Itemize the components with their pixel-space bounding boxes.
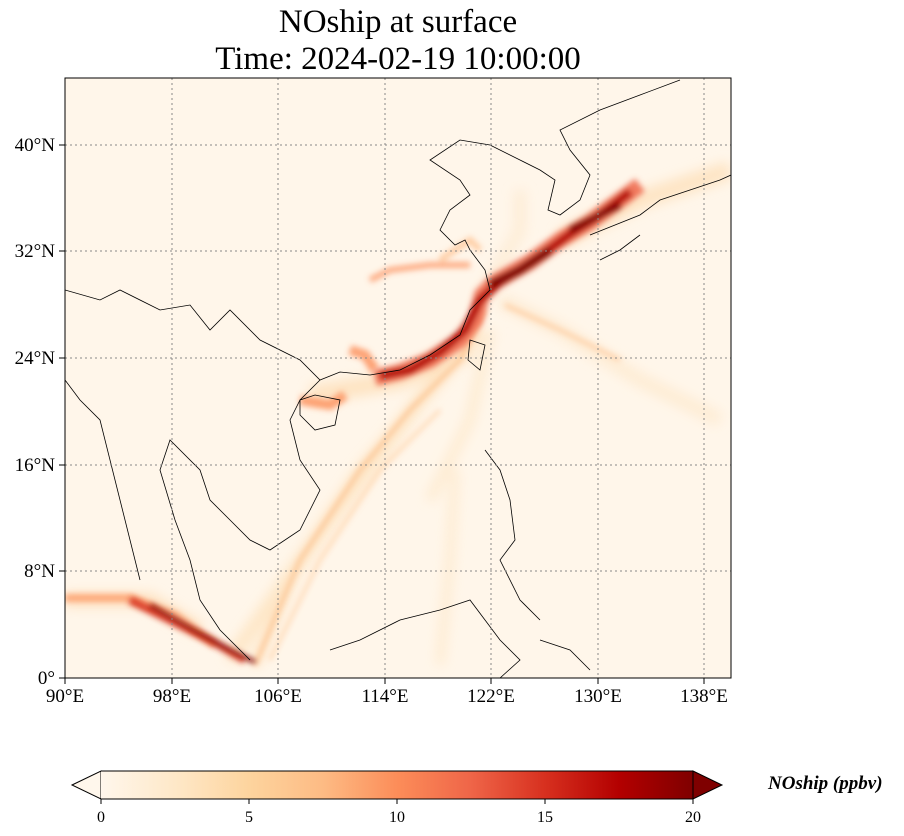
colorbar-extend-max [692, 770, 724, 800]
lat-tick-label: 40°N [15, 135, 56, 156]
colorbar-tick-label: 20 [685, 809, 701, 826]
lat-tick-label: 24°N [15, 348, 56, 369]
concentration-field [65, 161, 731, 667]
lat-tick-label: 16°N [15, 455, 56, 476]
colorbar-tick-label: 15 [537, 809, 553, 826]
map-frame [64, 77, 732, 679]
colorbar: 0 5 10 15 20 NOship (ppbv) [70, 770, 883, 826]
lon-tick-label: 138°E [680, 686, 728, 707]
lat-tick-label: 8°N [24, 561, 55, 582]
colorbar-tick-label: 10 [389, 809, 405, 826]
lon-tick-label: 122°E [467, 686, 515, 707]
map-title: NOship at surface Time: 2024-02-19 10:00… [65, 4, 731, 78]
lon-tick-label: 114°E [362, 686, 409, 707]
colorbar-gradient [101, 771, 693, 799]
lon-tick-label: 98°E [153, 686, 191, 707]
gridlines [65, 78, 731, 678]
map-title-time: Time: 2024-02-19 10:00:00 [215, 41, 581, 77]
tick-marks [59, 144, 705, 684]
coastlines [65, 79, 731, 678]
colorbar-title: NOship (ppbv) [767, 773, 883, 794]
lat-tick-label: 0° [38, 668, 55, 689]
map-title-variable: NOship at surface [278, 4, 518, 40]
lat-tick-label: 32°N [15, 241, 56, 262]
colorbar-tick-label: 0 [97, 809, 105, 826]
colorbar-tick-label: 5 [245, 809, 253, 826]
lat-tick-labels: 0° 8°N 16°N 24°N 32°N 40°N [15, 135, 56, 689]
lon-tick-labels: 90°E 98°E 106°E 114°E 122°E 130°E 138°E [46, 686, 728, 707]
lon-tick-label: 106°E [254, 686, 302, 707]
colorbar-extend-min [70, 770, 102, 800]
lon-tick-label: 90°E [46, 686, 84, 707]
lon-tick-label: 130°E [574, 686, 622, 707]
